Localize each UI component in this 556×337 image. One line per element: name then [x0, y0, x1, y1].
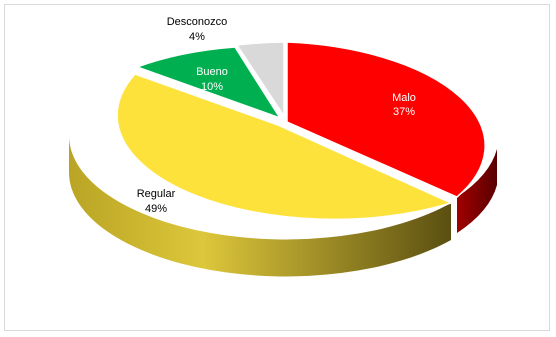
slice-side-malo: [457, 149, 497, 233]
label-bueno-name: Bueno: [196, 66, 228, 78]
slice-side-regular: [69, 136, 451, 277]
label-malo-value: 37%: [393, 106, 415, 118]
slice-desconozco: [235, 41, 285, 119]
label-desconozco-name: Desconozco: [167, 16, 228, 28]
slice-bueno: [134, 46, 282, 120]
label-bueno-value: 10%: [201, 81, 223, 93]
slice-malo: [286, 41, 486, 198]
label-regular-value: 49%: [145, 203, 167, 215]
label-regular-name: Regular: [137, 188, 176, 200]
label-desconozco-value: 4%: [189, 31, 205, 43]
label-malo-name: Malo: [392, 92, 416, 104]
slice-regular: [116, 73, 454, 221]
